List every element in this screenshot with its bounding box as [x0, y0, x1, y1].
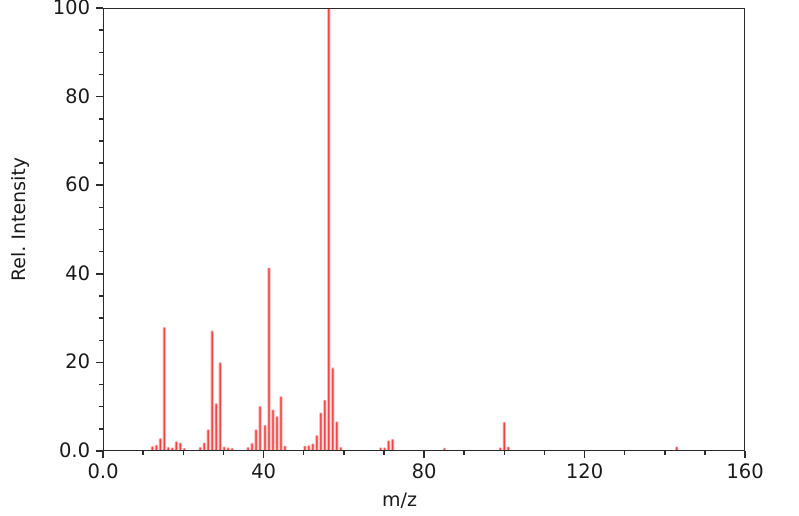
y-tick-label: 40 — [65, 261, 90, 285]
x-tick-major — [423, 451, 425, 458]
x-tick-minor — [543, 451, 546, 455]
x-tick-label: 160 — [726, 460, 764, 483]
y-tick-label: 20 — [65, 350, 90, 374]
x-tick-minor — [704, 451, 706, 455]
y-tick-major — [96, 7, 103, 9]
y-tick-minor — [99, 405, 103, 408]
y-tick-label: 60 — [65, 173, 90, 197]
y-tick-minor — [99, 206, 103, 209]
x-tick-minor — [383, 451, 385, 455]
x-tick-minor — [343, 451, 345, 455]
y-tick-major — [96, 361, 103, 364]
y-tick-major — [96, 273, 103, 275]
y-axis-title: Rel. Intensity — [8, 156, 30, 282]
x-axis-title: m/z — [382, 489, 417, 511]
y-tick-minor — [99, 383, 103, 386]
y-tick-minor — [99, 140, 103, 142]
x-tick-minor — [503, 451, 505, 455]
plot-area — [103, 8, 745, 451]
y-tick-major — [96, 184, 103, 186]
y-tick-minor — [99, 118, 103, 120]
y-tick-minor — [99, 228, 103, 231]
y-tick-label: 0.0 — [58, 439, 90, 462]
x-tick-major — [744, 451, 746, 458]
y-tick-minor — [99, 29, 103, 31]
y-tick-minor — [99, 295, 103, 297]
y-tick-minor — [99, 428, 103, 430]
y-tick-label: 100 — [52, 0, 90, 19]
y-tick-major — [96, 95, 103, 98]
x-tick-minor — [664, 451, 666, 455]
x-tick-major — [583, 451, 586, 458]
x-tick-minor — [182, 451, 184, 455]
x-tick-minor — [463, 451, 465, 455]
spectrum-plot-canvas — [104, 9, 744, 450]
x-tick-label: 40 — [251, 460, 276, 483]
y-tick-label: 80 — [65, 84, 90, 108]
x-tick-label: 80 — [411, 460, 437, 483]
x-tick-major — [262, 451, 265, 458]
x-tick-minor — [222, 451, 225, 455]
y-tick-major — [96, 450, 103, 452]
y-tick-minor — [99, 250, 103, 253]
x-tick-minor — [623, 451, 626, 455]
y-tick-minor — [99, 73, 103, 76]
y-tick-minor — [99, 339, 103, 341]
x-tick-major — [102, 451, 104, 458]
x-tick-minor — [302, 451, 305, 455]
x-tick-minor — [142, 451, 144, 455]
x-tick-label: 0.0 — [87, 460, 119, 483]
y-tick-minor — [99, 317, 103, 319]
y-tick-minor — [99, 51, 103, 54]
y-tick-minor — [99, 162, 103, 164]
x-tick-label: 120 — [565, 460, 604, 483]
